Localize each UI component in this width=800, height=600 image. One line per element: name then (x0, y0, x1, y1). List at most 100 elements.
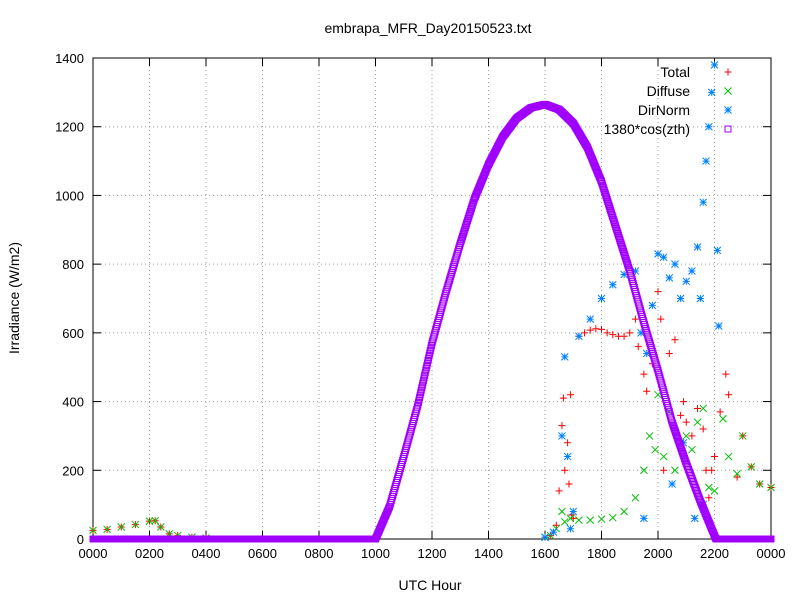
cos-zth-point (422, 366, 430, 374)
legend-label: 1380*cos(zth) (604, 121, 690, 137)
legend-label: Total (660, 64, 690, 80)
cos-zth-point (413, 403, 421, 411)
data-point (682, 418, 690, 426)
cos-zth-point (600, 187, 608, 195)
data-point (541, 533, 549, 542)
data-point (558, 507, 566, 516)
data-point (575, 332, 583, 341)
x-tick-label: 0600 (248, 546, 277, 561)
y-tick-label: 400 (62, 395, 84, 410)
data-point (708, 466, 716, 474)
data-point (563, 452, 572, 461)
data-point (569, 507, 578, 516)
cos-zth-point (459, 231, 467, 239)
data-point (722, 370, 730, 378)
cos-zth-point (467, 206, 475, 214)
cos-zth-point (618, 242, 626, 250)
cos-zth-point (469, 200, 477, 208)
cos-zth-point (462, 220, 470, 228)
data-point (671, 466, 679, 475)
legend-label: Diffuse (647, 83, 691, 99)
data-point (713, 246, 722, 255)
y-tick-label: 200 (62, 463, 84, 478)
data-point (643, 387, 651, 395)
series-layer (89, 61, 775, 543)
cos-zth-point (418, 381, 426, 389)
cos-zth-point (601, 190, 609, 198)
series-3 (89, 100, 775, 543)
x-tick-label: 0400 (192, 546, 221, 561)
cos-zth-point (458, 234, 466, 242)
data-point (637, 329, 645, 337)
data-point (699, 198, 708, 207)
data-point (620, 507, 628, 516)
cos-zth-point (461, 225, 469, 233)
cos-zth-point (624, 262, 632, 270)
cos-zth-point (422, 364, 430, 372)
data-point (560, 353, 569, 361)
x-tick-label: 0000 (79, 546, 108, 561)
cos-zth-point (421, 371, 429, 379)
data-point (710, 61, 719, 69)
cos-zth-point (615, 233, 623, 241)
cos-zth-point (606, 204, 614, 212)
cos-zth-point (614, 231, 622, 239)
cos-zth-point (466, 207, 474, 215)
data-point (559, 394, 567, 402)
cos-zth-point (611, 221, 619, 229)
data-point (586, 516, 595, 524)
cos-zth-point (417, 389, 425, 397)
data-point (620, 270, 628, 279)
data-point (733, 473, 741, 481)
data-point (626, 329, 634, 337)
cos-zth-point (427, 344, 435, 352)
data-point (716, 408, 724, 416)
legend: Total Diffuse DirNorm 1380*cos(zth) (604, 64, 732, 137)
cos-zth-point (607, 208, 615, 216)
cos-zth-point (605, 203, 613, 211)
data-point (696, 294, 705, 303)
cos-zth-point (621, 253, 629, 261)
data-point (707, 88, 716, 97)
data-point (566, 391, 574, 399)
x-tick-label: 1000 (361, 546, 390, 561)
cos-zth-point (613, 228, 621, 236)
cos-zth-point (457, 236, 465, 244)
cos-zth-point (608, 210, 616, 218)
data-point (690, 514, 699, 523)
series-2 (541, 61, 723, 542)
cos-zth-point (413, 405, 421, 413)
data-point (682, 432, 691, 440)
cos-zth-point (622, 255, 630, 263)
data-point (609, 331, 617, 339)
data-point (631, 315, 639, 323)
legend-marker (724, 87, 732, 95)
y-axis-title: Irradiance (W/m2) (6, 242, 22, 354)
data-point (693, 418, 702, 427)
data-point (665, 274, 674, 282)
cos-zth-point (618, 244, 626, 252)
cos-zth-point (462, 222, 470, 230)
data-point (671, 260, 679, 268)
data-point (654, 249, 662, 258)
data-point (719, 414, 727, 423)
data-point (755, 480, 764, 488)
data-point (558, 422, 566, 430)
cos-zth-point (612, 222, 620, 230)
cos-zth-point (457, 238, 465, 246)
y-tick-label: 800 (62, 257, 84, 272)
cos-zth-point (426, 349, 434, 357)
cos-zth-point (456, 241, 464, 249)
cos-zth-point (623, 258, 631, 266)
chart-title: embrapa_MFR_Day20150523.txt (324, 20, 531, 36)
data-point (659, 253, 668, 262)
cos-zth-point (416, 394, 424, 402)
x-tick-label: 0000 (757, 546, 786, 561)
cos-zth-point (623, 260, 631, 268)
data-point (714, 322, 723, 330)
cos-zth-point (621, 251, 629, 259)
cos-zth-point (460, 227, 468, 235)
cos-zth-point (461, 223, 469, 231)
data-point (665, 349, 673, 357)
data-point (688, 267, 696, 275)
